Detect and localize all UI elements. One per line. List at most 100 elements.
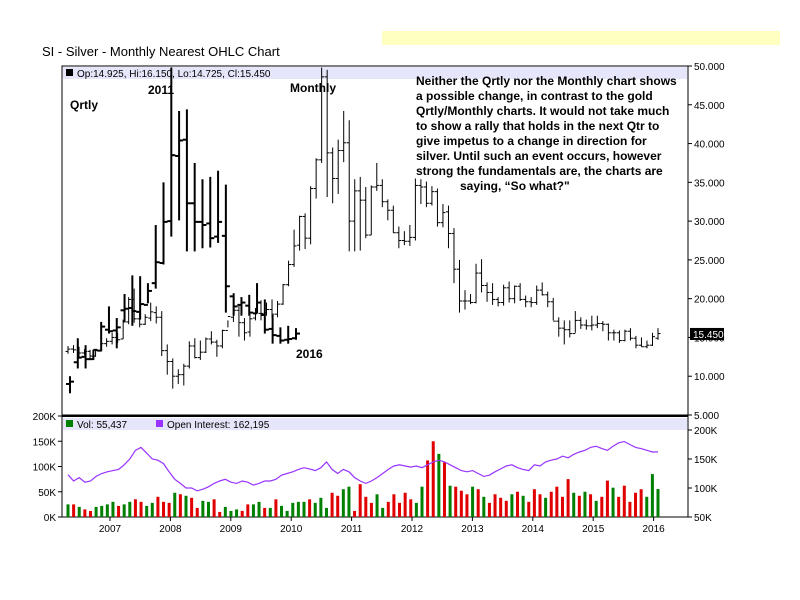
monthly-bar (115, 332, 121, 343)
monthly-bar (203, 337, 209, 353)
volume-bar (544, 497, 548, 517)
volume-bar (190, 497, 194, 517)
monthly-bar (456, 259, 462, 313)
monthly-bar (164, 344, 170, 375)
commentary-line: a possible change, in contrast to the go… (416, 89, 653, 103)
time-tick-label: 2009 (220, 524, 243, 535)
volume-bar (605, 480, 609, 517)
commentary-line: to show a rally that holds in the next Q… (416, 119, 659, 133)
quarterly-bar (206, 176, 215, 248)
volume-tick-label: 150K (33, 437, 57, 448)
price-tick-label: 50.000 (694, 62, 725, 73)
monthly-bar (490, 283, 496, 305)
volume-bar (72, 504, 76, 517)
volume-bar (201, 500, 205, 517)
quarterly-bar (128, 275, 137, 326)
oi-legend-text: Open Interest: 162,195 (167, 420, 270, 431)
monthly-bar (319, 67, 325, 163)
volume-bar (206, 501, 210, 517)
monthly-bar (159, 311, 165, 357)
volume-bar (330, 492, 334, 517)
volume-bar (88, 510, 92, 517)
volume-bar (291, 502, 295, 517)
monthly-bar (241, 318, 247, 341)
time-tick-label: 2008 (159, 524, 182, 535)
quarterly-bar (73, 338, 82, 369)
volume-legend-bg (63, 418, 687, 430)
volume-bar (420, 486, 424, 517)
monthly-bar (126, 297, 132, 325)
volume-bar (482, 496, 486, 517)
commentary-line: silver. Until such an event occurs, howe… (416, 149, 662, 163)
monthly-bar (545, 291, 551, 308)
volume-bar (145, 505, 149, 517)
price-tick-label: 5.000 (694, 411, 719, 422)
monthly-bar (479, 259, 485, 293)
monthly-bar (512, 285, 518, 304)
monthly-bar (440, 204, 446, 228)
monthly-bar (572, 311, 578, 335)
quarterly-bar (221, 184, 230, 313)
volume-bar (268, 507, 272, 517)
monthly-bar (142, 314, 148, 326)
oi-tick-label: 150K (694, 455, 718, 466)
annotation-qrtly: Qrtly (70, 98, 98, 112)
price-tick-label: 40.000 (694, 140, 725, 151)
volume-bar (583, 491, 587, 517)
volume-bar (375, 494, 379, 517)
quarterly-bar (66, 376, 74, 394)
monthly-bar (346, 120, 352, 252)
time-tick-label: 2010 (280, 524, 303, 535)
volume-bar (476, 489, 480, 517)
monthly-bar (583, 319, 589, 330)
quarterly-bar (276, 327, 285, 344)
monthly-bar (82, 349, 88, 356)
quarterly-bar (260, 299, 269, 334)
volume-legend-text: Vol: 55,437 (77, 420, 127, 431)
volume-bar (223, 506, 227, 517)
monthly-bar (109, 332, 115, 345)
price-legend-swatch (66, 69, 73, 76)
monthly-bar (561, 320, 567, 345)
monthly-bar (291, 229, 297, 267)
volume-bar (235, 509, 239, 517)
volume-bar (611, 487, 615, 517)
quarterly-bar (190, 162, 199, 252)
volume-bar (246, 504, 250, 517)
monthly-bar (451, 228, 457, 284)
monthly-bar (93, 349, 99, 357)
volume-series (66, 441, 660, 517)
monthly-bar (252, 307, 258, 321)
quarterly-bar (104, 306, 113, 334)
monthly-bar (137, 313, 143, 328)
volume-bar (117, 505, 121, 517)
monthly-bar (330, 147, 336, 204)
monthly-bar (468, 294, 474, 305)
volume-bar (162, 501, 166, 517)
volume-bar (381, 507, 385, 517)
last-price-marker: 15.450 (690, 327, 724, 341)
monthly-bar (208, 331, 214, 345)
last-price-box (690, 327, 724, 340)
monthly-bar (368, 185, 374, 236)
volume-bar (336, 495, 340, 517)
monthly-bar (633, 335, 639, 349)
quarterly-bar (214, 170, 223, 243)
volume-bar (111, 501, 115, 517)
monthly-bar (186, 341, 192, 369)
volume-bar (240, 510, 244, 517)
volume-bar (414, 502, 418, 517)
monthly-bar (280, 283, 286, 305)
volume-bar (319, 497, 323, 517)
quarterly-bar (284, 325, 293, 344)
monthly-ohlc-series (65, 67, 661, 389)
volume-bar (426, 460, 430, 517)
volume-bar (454, 486, 458, 517)
quarterly-bar (237, 297, 246, 316)
quarterly-bar (292, 328, 300, 340)
volume-bar (133, 499, 137, 517)
volume-bar (622, 485, 626, 517)
volume-tick-label: 50K (38, 488, 56, 499)
monthly-bar (396, 226, 402, 249)
monthly-bar (429, 186, 435, 206)
